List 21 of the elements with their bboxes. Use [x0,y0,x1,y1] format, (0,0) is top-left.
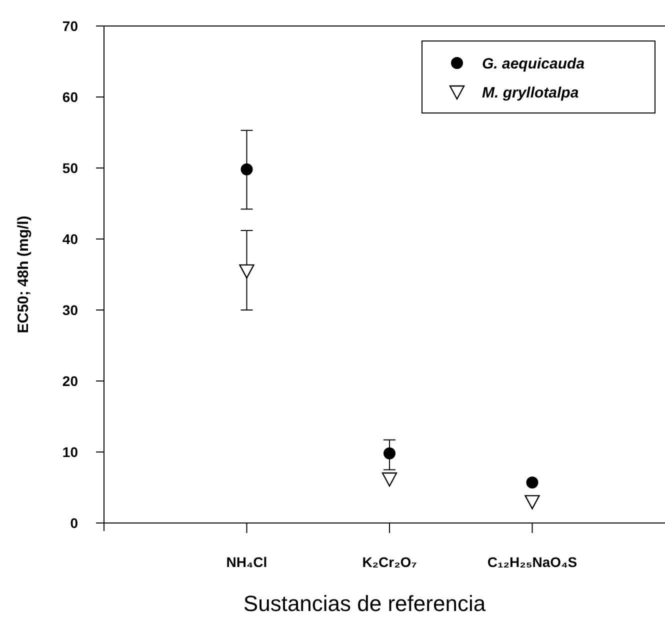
y-axis-title: EC50; 48h (mg/l) [15,216,32,334]
legend-label: G. aequicauda [482,55,585,72]
y-tick-label: 70 [62,18,78,34]
x-tick-label: K₂Cr₂O₇ [362,554,417,570]
y-tick-label: 50 [62,160,78,176]
x-axis-title: Sustancias de referencia [243,591,486,616]
y-tick-label: 0 [70,514,78,531]
legend-label: M. gryllotalpa [482,84,579,102]
y-tick-label: 60 [62,88,78,105]
point [524,495,540,510]
x-tick-label: NH₄Cl [226,554,268,570]
point [383,447,396,460]
point [239,264,254,279]
y-tick-label: 20 [62,372,78,389]
y-tick-label: 40 [62,230,78,247]
point [526,476,538,489]
y-tick-label: 30 [62,302,78,318]
point [240,163,253,176]
point [382,472,398,487]
x-tick-label: C₁₂H₂₅NaO₄S [487,554,578,570]
y-tick-label: 10 [62,444,78,460]
